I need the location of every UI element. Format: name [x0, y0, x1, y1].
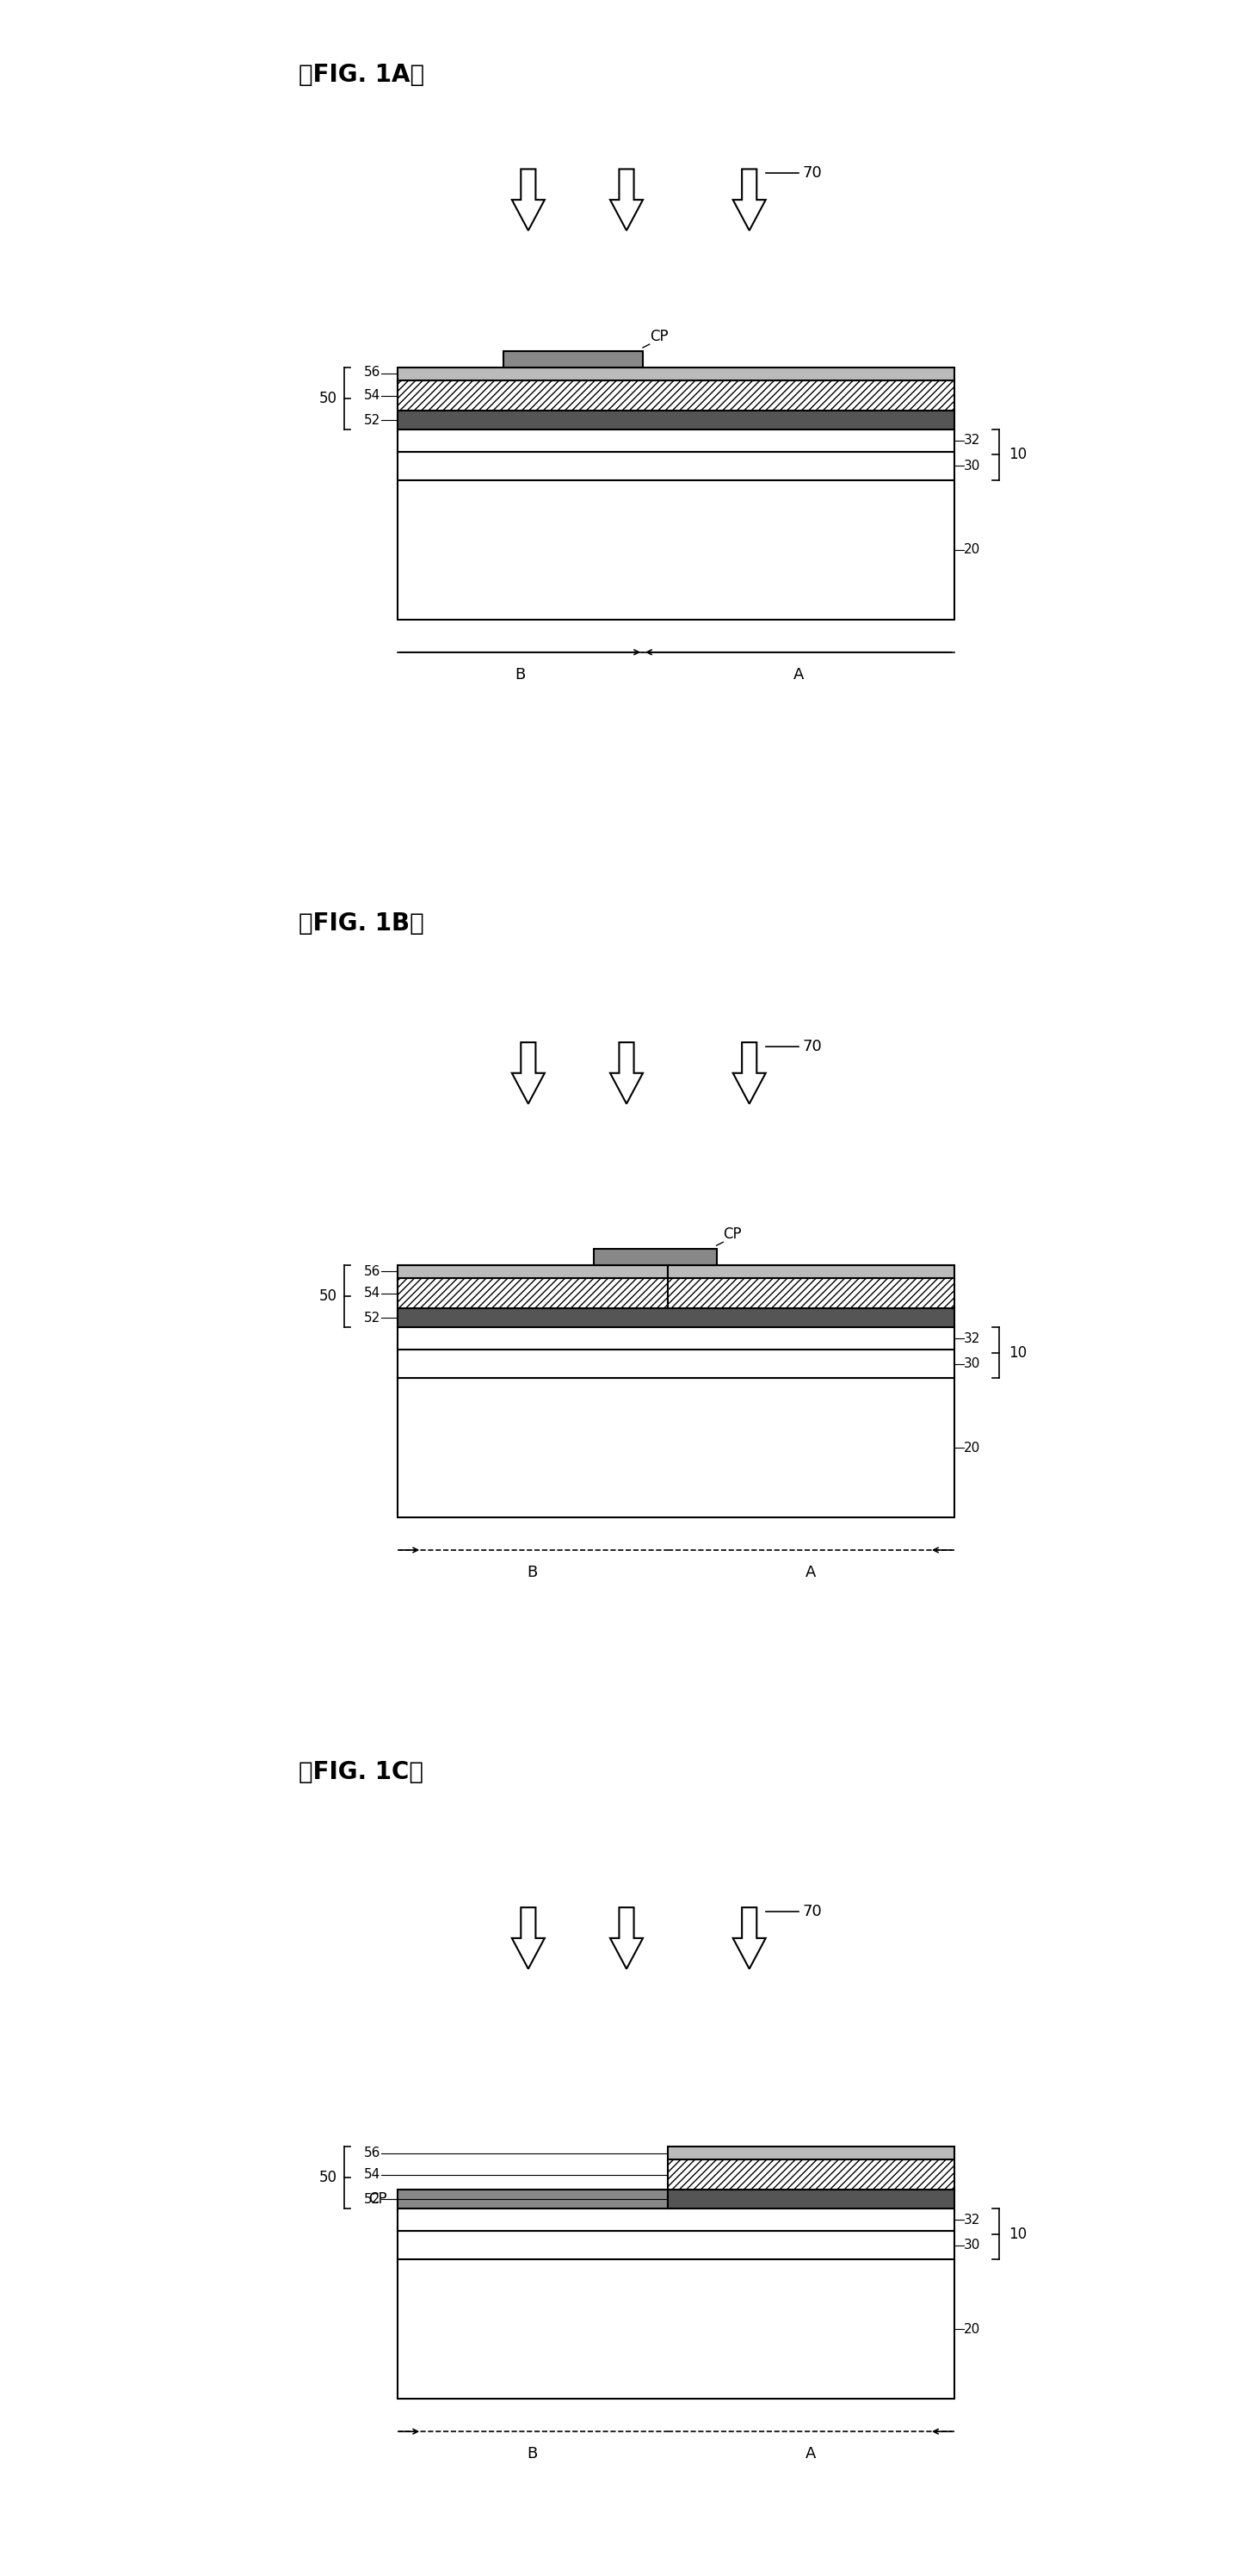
Bar — [397, 479, 954, 618]
Text: 10: 10 — [1009, 1345, 1027, 1360]
Text: 56: 56 — [365, 2146, 381, 2159]
Text: 10: 10 — [1009, 448, 1027, 464]
Text: 52: 52 — [365, 415, 381, 428]
Text: B: B — [515, 667, 525, 683]
Text: CP: CP — [649, 330, 668, 345]
Text: 【FIG. 1B】: 【FIG. 1B】 — [299, 912, 425, 935]
Bar — [397, 1327, 954, 1350]
Polygon shape — [733, 1043, 766, 1103]
Text: 50: 50 — [320, 2169, 337, 2184]
Bar — [397, 381, 954, 410]
Text: 32: 32 — [964, 435, 981, 448]
Bar — [397, 1278, 668, 1309]
Text: 70: 70 — [802, 1038, 822, 1054]
Text: 52: 52 — [365, 1311, 381, 1324]
Text: 32: 32 — [964, 2213, 981, 2226]
Text: 10: 10 — [1009, 2226, 1027, 2241]
Polygon shape — [512, 170, 545, 229]
Text: 30: 30 — [964, 1358, 981, 1370]
Text: A: A — [793, 667, 803, 683]
Bar — [397, 2259, 954, 2398]
Bar — [504, 350, 643, 368]
Bar — [668, 2190, 954, 2208]
Polygon shape — [733, 1906, 766, 1968]
Polygon shape — [610, 170, 643, 229]
Bar — [397, 2190, 668, 2208]
Text: A: A — [806, 1564, 816, 1579]
Bar — [668, 2146, 954, 2159]
Bar — [397, 451, 954, 479]
Bar — [668, 2159, 954, 2190]
Text: 54: 54 — [365, 1288, 381, 1301]
Polygon shape — [610, 1043, 643, 1103]
Bar — [397, 1309, 954, 1327]
Bar — [594, 1249, 717, 1265]
Bar — [397, 1350, 954, 1378]
Polygon shape — [512, 1043, 545, 1103]
Polygon shape — [512, 1906, 545, 1968]
Text: 30: 30 — [964, 2239, 981, 2251]
Bar — [668, 1278, 954, 1309]
Bar — [397, 1378, 954, 1517]
Text: 52: 52 — [365, 2192, 381, 2205]
Bar — [397, 2208, 954, 2231]
Text: 【FIG. 1A】: 【FIG. 1A】 — [299, 62, 425, 88]
Text: 20: 20 — [964, 2324, 980, 2336]
Text: B: B — [528, 2447, 538, 2463]
Polygon shape — [610, 1906, 643, 1968]
Text: 70: 70 — [802, 165, 822, 180]
Text: 50: 50 — [320, 1288, 337, 1303]
Text: 20: 20 — [964, 1440, 980, 1453]
Text: A: A — [806, 2447, 816, 2463]
Text: 【FIG. 1C】: 【FIG. 1C】 — [299, 1759, 424, 1785]
Text: 20: 20 — [964, 544, 980, 556]
Text: 50: 50 — [320, 392, 337, 407]
Text: 56: 56 — [365, 1265, 381, 1278]
Bar — [397, 1265, 668, 1278]
Polygon shape — [733, 170, 766, 229]
Text: CP: CP — [368, 2192, 387, 2208]
Text: 70: 70 — [802, 1904, 822, 1919]
Text: 56: 56 — [365, 366, 381, 379]
Bar — [668, 1265, 954, 1278]
Bar — [397, 430, 954, 451]
Bar — [397, 410, 954, 430]
Text: B: B — [528, 1564, 538, 1579]
Text: CP: CP — [723, 1226, 742, 1242]
Text: 54: 54 — [365, 2169, 381, 2182]
Bar — [397, 2231, 954, 2259]
Text: 30: 30 — [964, 459, 981, 471]
Bar — [397, 368, 954, 381]
Text: 54: 54 — [365, 389, 381, 402]
Text: 32: 32 — [964, 1332, 981, 1345]
